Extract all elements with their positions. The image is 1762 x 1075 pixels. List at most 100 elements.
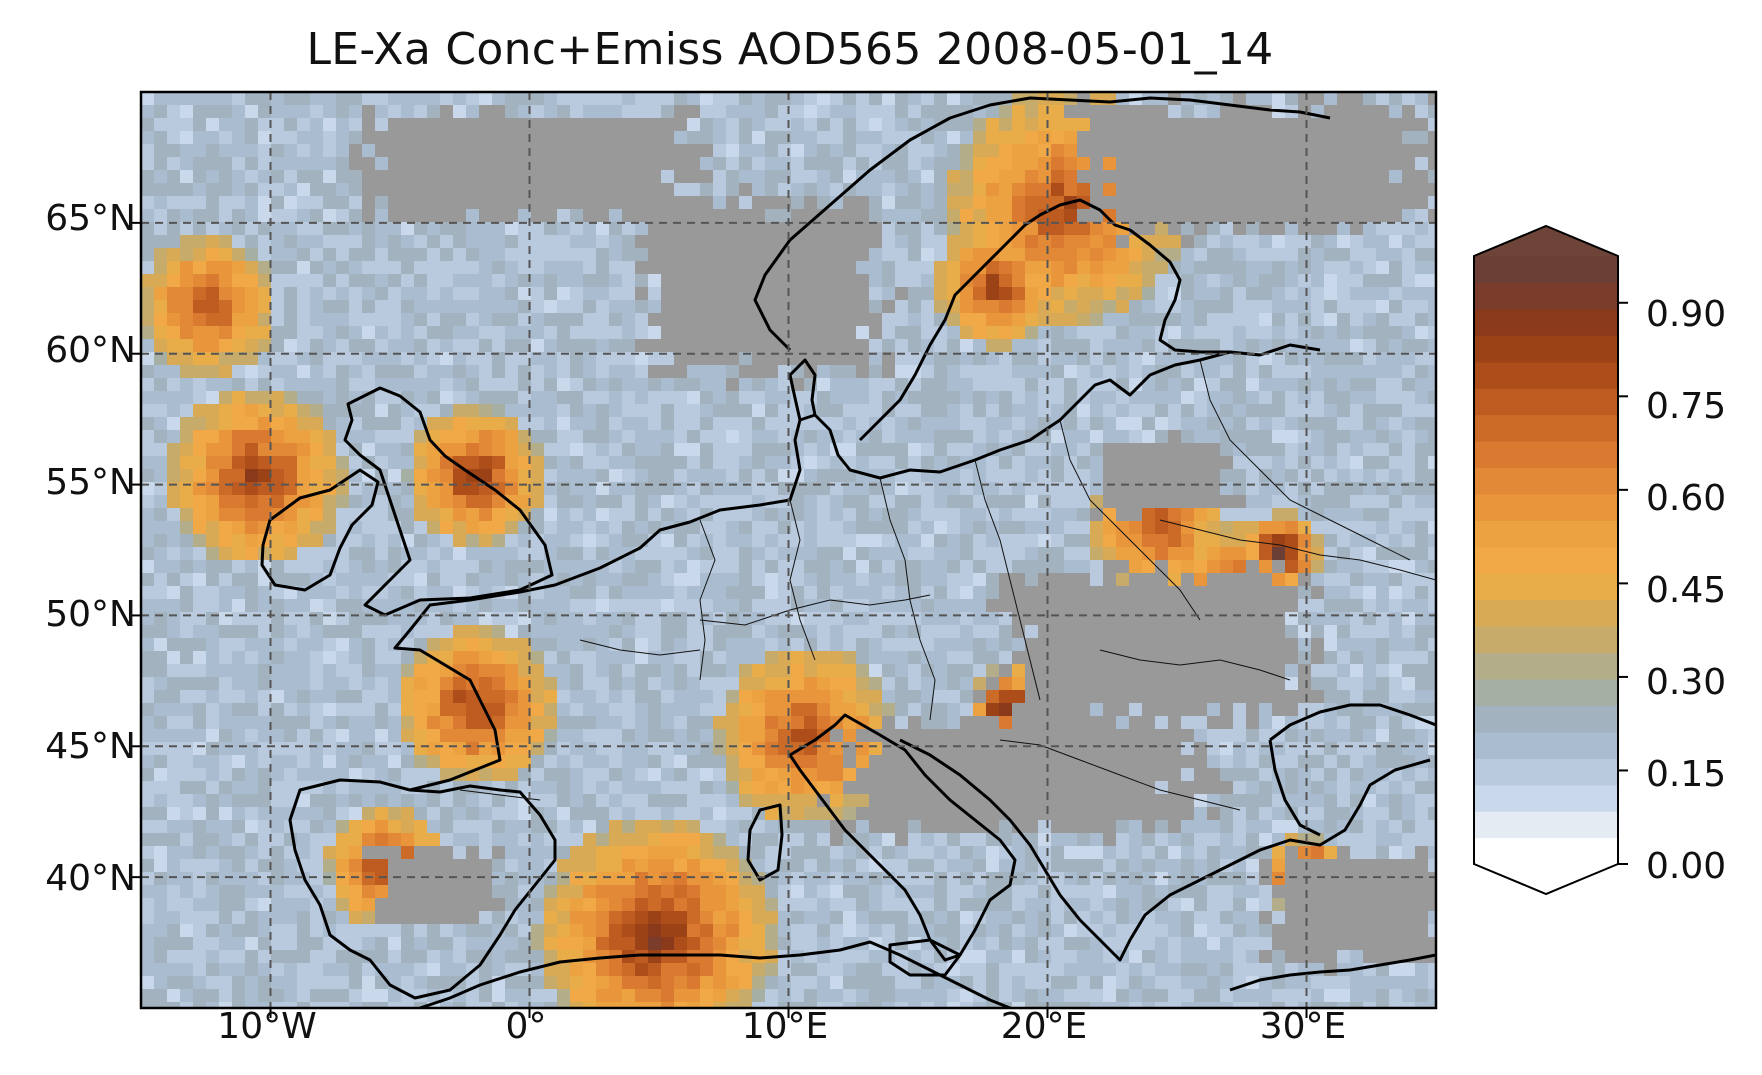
aod-grid-cell [180, 716, 193, 729]
aod-grid-cell [648, 157, 661, 170]
aod-grid-cell [427, 469, 440, 482]
aod-grid-cell [1415, 378, 1428, 391]
aod-grid-cell [1402, 131, 1415, 144]
aod-grid-cell [934, 352, 947, 365]
aod-grid-cell [1064, 235, 1077, 248]
aod-grid-cell [856, 131, 869, 144]
aod-grid-cell [1012, 495, 1025, 508]
aod-grid-cell [466, 339, 479, 352]
aod-grid-cell [544, 469, 557, 482]
aod-grid-cell [856, 612, 869, 625]
aod-grid-cell [973, 170, 986, 183]
aod-grid-cell [1376, 495, 1389, 508]
aod-grid-cell [180, 248, 193, 261]
aod-grid-cell [622, 534, 635, 547]
aod-grid-cell [1012, 183, 1025, 196]
aod-grid-cell [1402, 170, 1415, 183]
aod-grid-cell [1311, 274, 1324, 287]
aod-grid-cell [1012, 144, 1025, 157]
aod-grid-cell [1298, 469, 1311, 482]
aod-grid-cell [1233, 625, 1246, 638]
aod-grid-cell [440, 638, 453, 651]
aod-grid-cell [414, 248, 427, 261]
aod-grid-cell [167, 326, 180, 339]
aod-grid-cell [921, 443, 934, 456]
aod-grid-cell [336, 352, 349, 365]
aod-grid-cell [336, 170, 349, 183]
aod-grid-cell [193, 118, 206, 131]
aod-grid-cell [609, 456, 622, 469]
aod-grid-cell [1376, 118, 1389, 131]
aod-grid-cell [843, 612, 856, 625]
aod-grid-cell [1402, 157, 1415, 170]
aod-grid-cell [349, 222, 362, 235]
aod-grid-cell [687, 92, 700, 105]
aod-grid-cell [1402, 196, 1415, 209]
aod-grid-cell [1194, 703, 1207, 716]
aod-grid-cell [895, 521, 908, 534]
aod-grid-cell [973, 352, 986, 365]
aod-grid-cell [440, 144, 453, 157]
aod-grid-cell [1415, 690, 1428, 703]
aod-grid-cell [1246, 235, 1259, 248]
aod-grid-cell [791, 339, 804, 352]
aod-grid-cell [180, 573, 193, 586]
aod-grid-cell [1155, 118, 1168, 131]
aod-grid-cell [1064, 157, 1077, 170]
aod-grid-cell [323, 157, 336, 170]
aod-grid-cell [999, 131, 1012, 144]
aod-grid-cell [258, 157, 271, 170]
aod-grid-cell [882, 248, 895, 261]
aod-grid-cell [1194, 235, 1207, 248]
aod-grid-cell [1129, 365, 1142, 378]
aod-grid-cell [271, 456, 284, 469]
aod-grid-cell [1402, 404, 1415, 417]
aod-grid-cell [1428, 235, 1436, 248]
aod-grid-cell [804, 326, 817, 339]
aod-grid-cell [453, 313, 466, 326]
aod-grid-cell [869, 547, 882, 560]
aod-grid-cell [544, 300, 557, 313]
aod-grid-cell [1077, 131, 1090, 144]
aod-grid-cell [804, 131, 817, 144]
aod-grid-cell [154, 729, 167, 742]
aod-grid-cell [349, 716, 362, 729]
aod-grid-cell [869, 287, 882, 300]
aod-grid-cell [297, 716, 310, 729]
aod-grid-cell [1389, 625, 1402, 638]
aod-grid-cell [1363, 131, 1376, 144]
aod-grid-cell [505, 664, 518, 677]
aod-grid-cell [791, 92, 804, 105]
aod-grid-cell [180, 625, 193, 638]
aod-grid-cell [466, 326, 479, 339]
aod-grid-cell [193, 92, 206, 105]
aod-grid-cell [401, 677, 414, 690]
aod-grid-cell [1155, 105, 1168, 118]
aod-grid-cell [1155, 677, 1168, 690]
aod-grid-cell [1376, 365, 1389, 378]
aod-grid-cell [492, 521, 505, 534]
aod-grid-cell [609, 625, 622, 638]
aod-grid-cell [1272, 547, 1285, 560]
aod-grid-cell [1311, 599, 1324, 612]
aod-grid-cell [323, 235, 336, 248]
aod-grid-cell [531, 508, 544, 521]
aod-grid-cell [570, 144, 583, 157]
aod-grid-cell [271, 118, 284, 131]
aod-grid-cell [856, 573, 869, 586]
aod-grid-cell [609, 339, 622, 352]
aod-grid-cell [583, 521, 596, 534]
aod-grid-cell [661, 157, 674, 170]
aod-grid-cell [531, 196, 544, 209]
aod-grid-cell [804, 235, 817, 248]
aod-grid-cell [427, 534, 440, 547]
aod-grid-cell [232, 638, 245, 651]
aod-grid-cell [908, 664, 921, 677]
aod-grid-cell [505, 443, 518, 456]
aod-grid-cell [1389, 222, 1402, 235]
aod-field [141, 92, 1436, 1008]
aod-grid-cell [1363, 729, 1376, 742]
aod-grid-cell [1376, 521, 1389, 534]
aod-grid-cell [1246, 560, 1259, 573]
aod-grid-cell [388, 469, 401, 482]
